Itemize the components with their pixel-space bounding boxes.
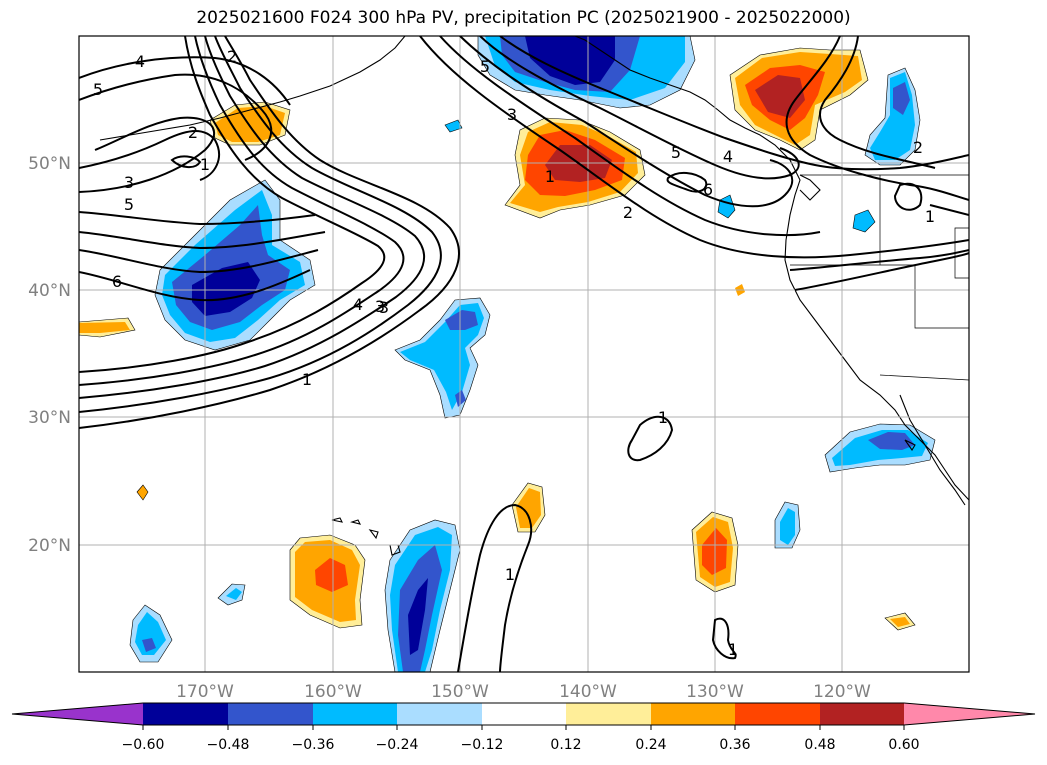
contour-labels: 4 2 5 2 3 5 6 5 3 1 5 6 2 4 3 2 1 1 4 3 … <box>93 47 935 659</box>
contour-label: 5 <box>671 143 681 162</box>
aleutian-chain <box>99 36 406 141</box>
plot-frame <box>78 35 970 673</box>
contour-label: 1 <box>302 370 312 389</box>
colorbar-segment <box>397 703 482 725</box>
contour-label: 1 <box>200 155 210 174</box>
colorbar-segment <box>313 703 397 725</box>
colorbar-segment <box>482 703 566 725</box>
colorbar-label: 0.36 <box>719 737 750 753</box>
contour-label: 4 <box>135 52 145 71</box>
colorbar-label: −0.48 <box>207 737 250 753</box>
longitude-labels: 170°W 160°W 150°W 140°W 130°W 120°W <box>176 682 871 702</box>
contour-label: 4 <box>723 147 733 166</box>
colorbar-segment <box>12 703 143 725</box>
lat-tick-label: 50°N <box>28 154 71 174</box>
contour-label: 1 <box>545 167 555 186</box>
contour-label: 4 <box>353 295 363 314</box>
colorbar-label: 0.12 <box>550 737 581 753</box>
colorbar-segment <box>735 703 820 725</box>
contour-label: 1 <box>925 207 935 226</box>
contour-label: 1 <box>505 565 515 584</box>
colorbar-segment <box>228 703 313 725</box>
contour-label: 2 <box>227 47 237 66</box>
contour-label: 2 <box>188 123 198 142</box>
lat-tick-label: 30°N <box>28 408 71 428</box>
contour-label: 5 <box>124 195 134 214</box>
lon-tick-label: 120°W <box>813 682 871 702</box>
contour-label: 5 <box>480 57 490 76</box>
colorbar-segment <box>904 703 1035 725</box>
contour-label: 5 <box>93 80 103 99</box>
contour-label: 3 <box>124 173 134 192</box>
colorbar-label: 0.24 <box>635 737 666 753</box>
lon-tick-label: 160°W <box>304 682 362 702</box>
lon-tick-label: 150°W <box>431 682 489 702</box>
contour-label: 2 <box>623 203 633 222</box>
contour-label: 3 <box>379 298 389 317</box>
contour-label: 3 <box>507 105 517 124</box>
contour-label: 1 <box>728 640 738 659</box>
lon-tick-label: 170°W <box>176 682 234 702</box>
lat-tick-label: 40°N <box>28 281 71 301</box>
colorbar-label: −0.12 <box>461 737 504 753</box>
colorbar-segment <box>651 703 735 725</box>
colorbar-segment <box>143 703 228 725</box>
gridlines <box>79 36 969 672</box>
colorbar-label: 0.48 <box>804 737 835 753</box>
colorbar-segment <box>820 703 904 725</box>
colorbar-label: −0.24 <box>376 737 419 753</box>
contour-label: 6 <box>703 180 713 199</box>
colorbar-label: −0.60 <box>122 737 165 753</box>
pv-contours <box>79 36 969 672</box>
colorbar-segment <box>566 703 651 725</box>
map-title: 2025021600 F024 300 hPa PV, precipitatio… <box>196 8 851 28</box>
colorbar-label: 0.60 <box>888 737 919 753</box>
colorbar-label: −0.36 <box>292 737 335 753</box>
baja-coast <box>899 394 966 506</box>
contour-label: 2 <box>913 138 923 157</box>
lat-tick-label: 20°N <box>28 536 71 556</box>
map-plot-area: 4 2 5 2 3 5 6 5 3 1 5 6 2 4 3 2 1 1 4 3 … <box>79 36 969 672</box>
pv-contour-1-south <box>457 503 533 672</box>
pv-contour-1 <box>79 36 460 429</box>
latitude-labels: 50°N 40°N 30°N 20°N <box>28 154 71 556</box>
pv-contour-6-west <box>79 269 311 302</box>
contour-label: 1 <box>658 408 668 427</box>
contour-label: 3 <box>375 297 385 316</box>
pv-contour-east-ridge <box>419 36 969 259</box>
colorbar: −0.60 −0.48 −0.36 −0.24 −0.12 0.12 0.24 … <box>11 702 1036 753</box>
lon-tick-label: 130°W <box>686 682 744 702</box>
contour-label: 6 <box>112 272 122 291</box>
lon-tick-label: 140°W <box>559 682 617 702</box>
